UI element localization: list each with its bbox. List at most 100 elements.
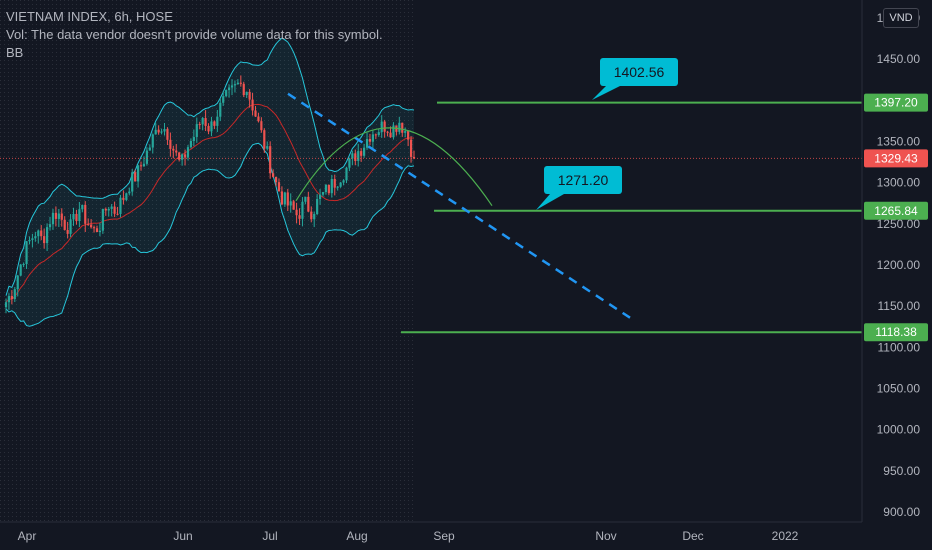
candle[interactable]	[401, 122, 404, 133]
candle[interactable]	[195, 124, 198, 138]
candle[interactable]	[357, 151, 360, 161]
candle[interactable]	[113, 206, 116, 214]
candle[interactable]	[348, 158, 351, 168]
candle[interactable]	[216, 116, 219, 126]
candle[interactable]	[98, 230, 102, 233]
price-axis[interactable]: 1500.001450.001400.001350.001300.001250.…	[877, 11, 921, 519]
candle[interactable]	[81, 204, 84, 210]
candle[interactable]	[298, 215, 301, 219]
candle[interactable]	[122, 197, 125, 200]
candle[interactable]	[266, 146, 269, 149]
candle[interactable]	[269, 146, 272, 174]
candle[interactable]	[157, 129, 160, 133]
candle[interactable]	[219, 102, 222, 117]
candle[interactable]	[139, 165, 143, 167]
candle[interactable]	[43, 236, 46, 244]
candle[interactable]	[336, 186, 339, 188]
candle[interactable]	[145, 150, 148, 164]
candle[interactable]	[201, 118, 204, 125]
candle[interactable]	[189, 140, 193, 148]
candle[interactable]	[398, 122, 401, 132]
candle[interactable]	[313, 214, 316, 220]
candle[interactable]	[386, 131, 389, 133]
candle[interactable]	[339, 182, 342, 187]
candle[interactable]	[213, 121, 216, 126]
candle[interactable]	[72, 213, 75, 220]
candle[interactable]	[324, 184, 328, 193]
candle[interactable]	[248, 91, 251, 100]
candle[interactable]	[142, 163, 146, 167]
candle[interactable]	[192, 137, 195, 141]
candle[interactable]	[125, 193, 128, 200]
candle[interactable]	[45, 227, 49, 244]
candle[interactable]	[51, 212, 55, 225]
candle[interactable]	[292, 201, 295, 210]
candle[interactable]	[110, 206, 113, 209]
candle[interactable]	[354, 153, 357, 161]
candle[interactable]	[22, 264, 25, 266]
candle[interactable]	[351, 153, 354, 159]
candle[interactable]	[404, 131, 407, 133]
candle[interactable]	[166, 129, 169, 140]
candle[interactable]	[40, 230, 43, 237]
candle[interactable]	[95, 228, 99, 233]
candle[interactable]	[186, 147, 190, 158]
candle[interactable]	[272, 173, 275, 177]
price-callout[interactable]: 1271.20	[536, 166, 622, 210]
candle[interactable]	[183, 154, 187, 158]
candle[interactable]	[412, 156, 416, 159]
candle[interactable]	[368, 138, 372, 142]
candle[interactable]	[207, 125, 210, 132]
candle[interactable]	[283, 192, 286, 205]
candle[interactable]	[104, 208, 107, 211]
candle[interactable]	[389, 132, 392, 138]
candle[interactable]	[148, 147, 151, 151]
candle[interactable]	[245, 91, 248, 96]
candle[interactable]	[233, 84, 237, 86]
candle[interactable]	[101, 208, 104, 231]
candle[interactable]	[274, 176, 278, 183]
candle[interactable]	[316, 199, 319, 215]
candle[interactable]	[181, 154, 184, 160]
candle[interactable]	[169, 139, 172, 149]
candle[interactable]	[239, 82, 242, 84]
candle[interactable]	[383, 121, 386, 132]
candle[interactable]	[31, 238, 34, 241]
candle[interactable]	[136, 165, 140, 182]
candle[interactable]	[10, 295, 13, 300]
candle[interactable]	[342, 180, 345, 183]
candle[interactable]	[257, 116, 260, 122]
candle[interactable]	[84, 204, 87, 224]
candle[interactable]	[163, 129, 166, 132]
candle[interactable]	[204, 118, 207, 126]
trend-line[interactable]	[287, 92, 631, 319]
time-axis[interactable]: Apr Jun Jul Aug Sep Nov Dec 2022	[18, 529, 799, 543]
candle[interactable]	[54, 212, 57, 219]
candle[interactable]	[16, 275, 19, 290]
candle[interactable]	[310, 211, 313, 220]
candle[interactable]	[107, 208, 110, 211]
candle[interactable]	[198, 124, 201, 126]
candle[interactable]	[295, 209, 298, 216]
candle[interactable]	[69, 219, 72, 234]
candle[interactable]	[75, 213, 78, 222]
candle[interactable]	[25, 241, 28, 265]
candle[interactable]	[66, 229, 69, 234]
candle[interactable]	[377, 132, 380, 136]
candle[interactable]	[4, 302, 8, 308]
candle[interactable]	[222, 96, 225, 103]
candle[interactable]	[380, 121, 383, 133]
candle[interactable]	[128, 191, 131, 194]
candle[interactable]	[365, 138, 369, 148]
indicator-label[interactable]: BB	[6, 45, 24, 60]
candle[interactable]	[87, 223, 90, 225]
candle[interactable]	[119, 197, 122, 214]
candle[interactable]	[254, 110, 257, 117]
candle[interactable]	[48, 224, 52, 228]
candle[interactable]	[301, 201, 304, 219]
candle[interactable]	[57, 213, 60, 219]
candle[interactable]	[131, 172, 134, 192]
candle[interactable]	[371, 134, 375, 142]
arc-drawing[interactable]	[295, 127, 493, 207]
candle[interactable]	[7, 295, 11, 303]
